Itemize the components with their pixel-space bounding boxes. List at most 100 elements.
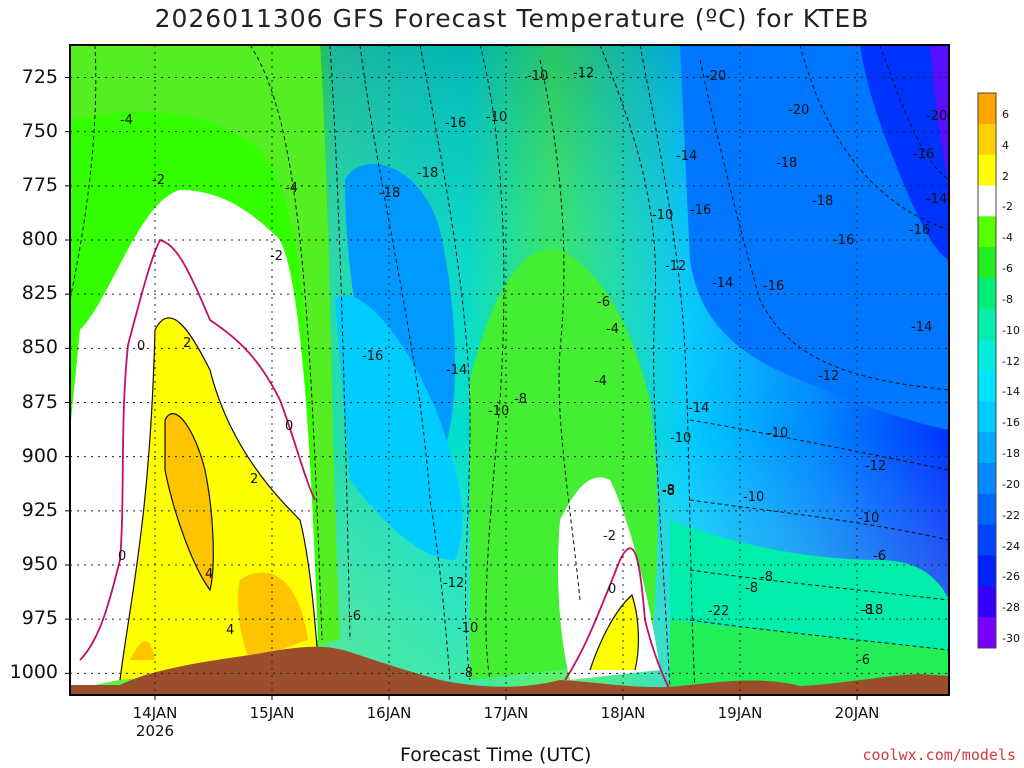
y-tick-label: 1000 (9, 661, 58, 684)
contour-label: -10 (858, 511, 879, 526)
contour-label: -20 (926, 109, 947, 124)
colorbar-swatch (978, 432, 996, 464)
contour-label: 4 (205, 567, 213, 582)
contour-label: -2 (603, 529, 616, 544)
y-tick-label: 825 (21, 282, 58, 305)
contour-label: -8 (760, 570, 773, 585)
violet-region-right (930, 45, 949, 180)
contour-label: 0 (118, 549, 126, 564)
contour-label: -14 (446, 363, 467, 378)
contour-label: -16 (833, 233, 854, 248)
contour-label: -8 (745, 581, 758, 596)
contour-label: -6 (348, 609, 361, 624)
contour-line (589, 593, 640, 671)
colorbar-swatch (978, 586, 996, 618)
colorbar-label: -4 (1002, 231, 1013, 245)
colorbar-label: 6 (1002, 107, 1009, 121)
contour-line (164, 413, 214, 592)
contour-label: 0 (285, 419, 293, 434)
y-tick-label: 925 (21, 498, 58, 521)
x-tick-label: 16JAN (366, 704, 412, 722)
blue-trough (345, 164, 455, 466)
x-tick-label: 14JAN (132, 704, 178, 722)
contour-label: -8 (662, 483, 675, 498)
y-tick-label: 875 (21, 390, 58, 413)
contour-label: -20 (788, 103, 809, 118)
zero-contour-line (79, 238, 316, 661)
contour-labels: -4-2-4-20 202440-6-16-18-18-16-14-10-10-1… (118, 66, 947, 681)
contour-label: -14 (926, 192, 947, 207)
contour-line (539, 59, 581, 601)
contour-line (329, 45, 351, 641)
colorbar-swatch (978, 555, 996, 587)
contour-line (249, 45, 323, 641)
contour-label: -14 (712, 276, 733, 291)
colorbar-swatch (978, 524, 996, 556)
chart-title: 2026011306 GFS Forecast Temperature (ºC)… (154, 4, 870, 33)
contour-label: -4 (594, 374, 607, 389)
contour-label: -10 (767, 426, 788, 441)
contour-line (799, 45, 949, 231)
contour-label: -12 (573, 66, 594, 81)
contour-line (599, 45, 671, 691)
contour-label: -10 (670, 431, 691, 446)
contour-label: -18 (776, 156, 797, 171)
contour-label: -22 (708, 604, 729, 619)
contour-label: -10 (743, 490, 764, 505)
contour-label: -6 (873, 549, 886, 564)
contour-label: -16 (913, 147, 934, 162)
contour-label: -16 (909, 223, 930, 238)
colorbar-label: -28 (1002, 601, 1020, 615)
contour-line (689, 619, 949, 651)
contour-label: 2 (250, 472, 258, 487)
colorbar-swatch (978, 493, 996, 526)
contour-label: -4 (606, 322, 619, 337)
contour-label: -2 (270, 249, 283, 264)
colorbar-label: -22 (1002, 508, 1020, 522)
credit-link[interactable]: coolwx.com/models (862, 746, 1016, 764)
contour-label: -20 (705, 69, 726, 84)
colorbar-label: -14 (1002, 385, 1020, 399)
deepblue-region-right (860, 45, 949, 260)
colorbar-label: -8 (1002, 292, 1013, 306)
colorbar-frame (977, 92, 997, 649)
colorbar-label: -6 (1002, 262, 1013, 275)
terrain (70, 646, 949, 695)
contour-label: -16 (362, 349, 383, 364)
contour-label: -6 (597, 295, 610, 310)
colorbar-swatch (978, 401, 996, 433)
colorbar-label: 2 (1002, 169, 1009, 183)
contour-label: -18 (862, 603, 883, 618)
colorbar-label: -12 (1002, 354, 1020, 368)
contour-label: -10 (486, 110, 507, 125)
y-tick-label: 900 (21, 444, 58, 467)
x-axis-title: Forecast Time (UTC) (400, 744, 592, 766)
contour-label: -10 (527, 69, 548, 84)
colorbar (977, 92, 997, 649)
contour-label: -18 (379, 186, 400, 201)
y-tick-label: 950 (21, 553, 58, 575)
colorbar-label: 4 (1002, 138, 1009, 152)
green-region-right (670, 620, 949, 690)
contour-line (689, 569, 949, 601)
contour-line (879, 45, 949, 181)
contour-line (689, 419, 949, 471)
x-axis-year: 2026 (135, 722, 175, 740)
colorbar-swatch (978, 247, 996, 279)
colorbar-swatch (978, 123, 996, 156)
contour-label: 4 (226, 623, 234, 638)
temperature-field (70, 45, 949, 695)
contour-label: 0 (137, 339, 145, 354)
contour-label: -10 (652, 208, 673, 223)
contour-label: -16 (763, 279, 784, 294)
zero-contours (79, 238, 671, 691)
colorbar-swatch (978, 308, 996, 341)
positive-contours (119, 317, 640, 681)
y-tick-label: 750 (21, 119, 58, 142)
colorbar-swatch (978, 216, 996, 248)
contour-line (639, 45, 696, 691)
contour-label: -10 (488, 404, 509, 419)
contour-label: -8 (662, 484, 675, 499)
colorbar-swatch (978, 370, 996, 402)
